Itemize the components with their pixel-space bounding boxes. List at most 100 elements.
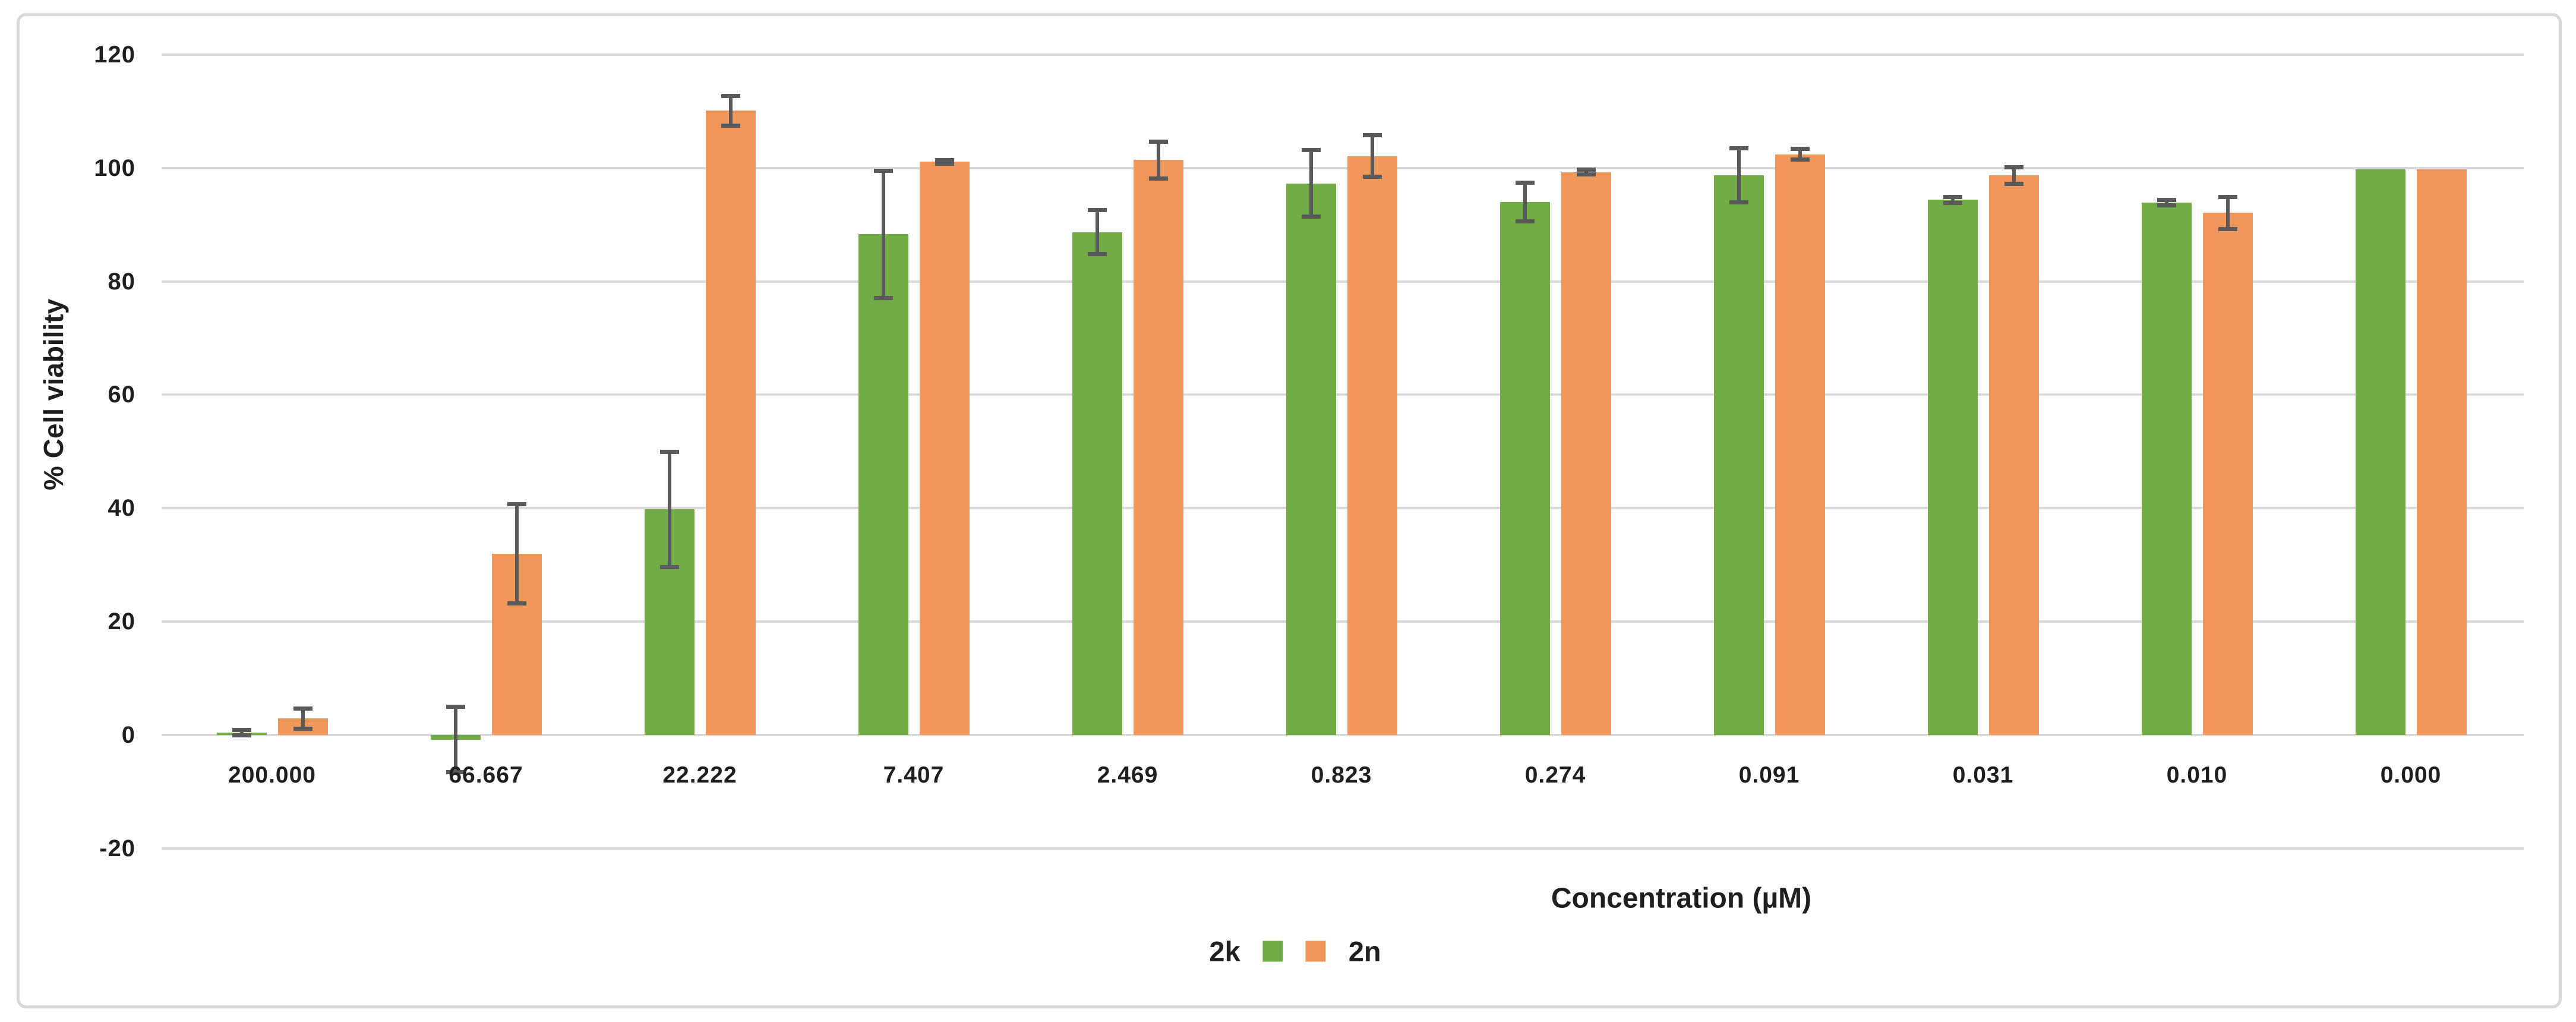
bar-2k-0.000	[2355, 169, 2405, 735]
bar-2k-2.469	[1072, 232, 1122, 735]
error-cap-top-2k-0.031	[1943, 194, 1962, 199]
y-tick-label-100: 100	[94, 154, 135, 181]
x-tick-label-0.010: 0.010	[2166, 762, 2228, 788]
error-cap-bottom-2n-22.222	[721, 124, 740, 128]
error-bar-2k-22.222	[667, 451, 671, 567]
x-tick-label-0.000: 0.000	[2380, 762, 2442, 788]
bar-2k-0.091	[1713, 175, 1764, 735]
x-tick-label-0.274: 0.274	[1524, 762, 1586, 788]
y-tick-label-20: 20	[108, 608, 135, 635]
gridline-20	[162, 620, 2524, 623]
error-cap-bottom-2n-66.667	[507, 601, 526, 605]
error-bar-2k-0.091	[1737, 148, 1741, 203]
error-cap-top-2n-200.000	[293, 706, 312, 711]
y-tick-label-60: 60	[108, 381, 135, 408]
legend: 2k 2n	[1209, 935, 1381, 968]
error-cap-bottom-2n-0.010	[2218, 226, 2237, 231]
bar-2n-0.000	[2416, 169, 2467, 735]
error-cap-top-2k-0.823	[1301, 148, 1321, 153]
error-bar-2n-66.667	[514, 503, 519, 604]
y-tick-label-40: 40	[108, 495, 135, 522]
bar-2n-0.010	[2202, 213, 2253, 735]
error-cap-bottom-2k-7.407	[873, 296, 893, 301]
legend-label-2n: 2n	[1348, 935, 1381, 967]
error-bar-2k-200.000	[239, 730, 244, 736]
error-cap-bottom-2n-7.407	[935, 162, 954, 166]
error-bar-2k-2.469	[1095, 210, 1099, 254]
x-tick-label-7.407: 7.407	[883, 762, 945, 788]
error-cap-bottom-2k-0.091	[1729, 200, 1748, 205]
bar-2n-22.222	[705, 111, 756, 735]
bar-2k-0.010	[2141, 203, 2192, 735]
error-bar-2n-22.222	[728, 95, 733, 127]
error-cap-top-2n-0.031	[2004, 165, 2023, 169]
error-bar-2n-0.010	[2225, 196, 2230, 229]
gridline-0	[162, 734, 2524, 736]
error-cap-bottom-2n-2.469	[1148, 176, 1168, 181]
x-tick-label-22.222: 22.222	[662, 762, 737, 788]
legend-label-2k: 2k	[1209, 935, 1240, 967]
error-cap-bottom-2n-0.274	[1576, 172, 1596, 177]
y-tick-label-80: 80	[108, 268, 135, 295]
y-axis-title: % Cell viability	[38, 298, 69, 491]
bar-2k-0.274	[1499, 202, 1550, 735]
x-tick-label-0.091: 0.091	[1738, 762, 1800, 788]
error-cap-bottom-2n-0.091	[1790, 157, 1810, 162]
error-cap-bottom-2n-0.031	[2004, 181, 2023, 186]
error-cap-top-2k-0.091	[1729, 146, 1748, 151]
gridline-40	[162, 507, 2524, 510]
error-cap-top-2k-22.222	[659, 449, 679, 454]
error-cap-bottom-2k-0.031	[1943, 200, 1962, 205]
error-bar-2k-0.031	[1950, 196, 1955, 203]
x-tick-label-0.031: 0.031	[1952, 762, 2014, 788]
error-cap-bottom-2n-200.000	[293, 726, 312, 731]
y-tick-label--20: -20	[99, 835, 135, 862]
error-cap-bottom-2n-0.823	[1362, 175, 1382, 179]
bar-2k-0.031	[1927, 200, 1978, 735]
gridline-120	[162, 53, 2524, 56]
x-tick-label-200.000: 200.000	[228, 762, 316, 788]
error-bar-2n-0.031	[2012, 166, 2016, 184]
bar-2n-2.469	[1133, 160, 1183, 735]
error-cap-bottom-2k-22.222	[659, 564, 679, 569]
error-bar-2k-7.407	[881, 170, 885, 299]
error-cap-bottom-2k-0.274	[1515, 219, 1535, 224]
error-cap-top-2n-0.091	[1790, 147, 1810, 152]
error-cap-bottom-2k-0.010	[2157, 203, 2176, 207]
bar-2k-0.823	[1286, 183, 1336, 735]
error-bar-2n-200.000	[301, 708, 305, 729]
error-cap-top-2k-0.010	[2157, 198, 2176, 203]
error-cap-top-2k-2.469	[1087, 208, 1107, 213]
x-axis-title: Concentration (µM)	[1551, 882, 1812, 914]
error-cap-top-2n-22.222	[721, 93, 740, 98]
gridline-60	[162, 393, 2524, 396]
legend-swatch-2k	[1262, 941, 1283, 962]
x-tick-label-0.823: 0.823	[1311, 762, 1372, 788]
error-cap-bottom-2k-0.823	[1301, 214, 1321, 219]
error-cap-bottom-2k-2.469	[1087, 251, 1107, 256]
error-cap-bottom-2k-200.000	[232, 733, 251, 737]
y-tick-label-0: 0	[121, 722, 135, 748]
gridline-100	[162, 166, 2524, 169]
error-cap-top-2k-7.407	[873, 168, 893, 173]
x-tick-label-2.469: 2.469	[1097, 762, 1158, 788]
error-bar-2n-0.091	[1798, 149, 1802, 160]
error-cap-top-2n-0.274	[1576, 167, 1596, 172]
error-cap-top-2n-0.823	[1362, 133, 1382, 138]
bar-2n-0.274	[1561, 172, 1611, 735]
bar-2n-0.823	[1347, 156, 1397, 735]
gridline-80	[162, 280, 2524, 283]
bar-2n-0.031	[1988, 175, 2039, 735]
error-cap-top-2n-66.667	[507, 501, 526, 506]
error-cap-bottom-2k-66.667	[446, 769, 465, 774]
error-bar-2k-0.010	[2164, 200, 2168, 206]
x-tick-label-66.667: 66.667	[449, 762, 523, 788]
bar-2k-7.407	[858, 234, 908, 735]
error-bar-2k-0.274	[1523, 182, 1527, 222]
error-cap-top-2k-0.274	[1515, 180, 1535, 185]
